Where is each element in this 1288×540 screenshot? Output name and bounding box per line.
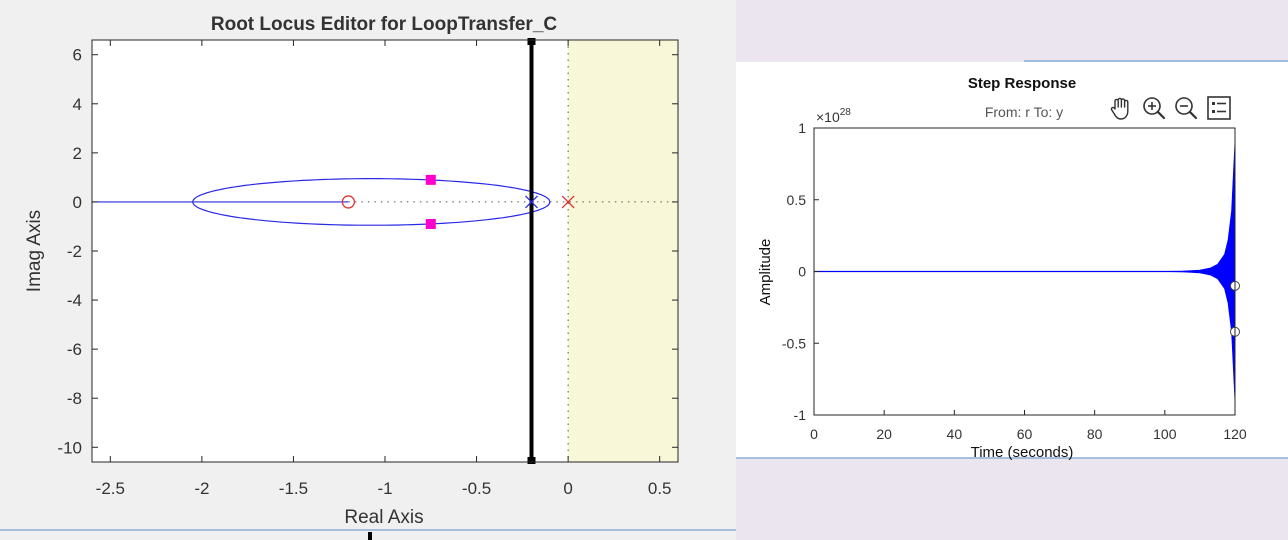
closed-loop-pole (425, 174, 436, 185)
x-tick-layer: -2.5 -2 -1.5 -1 -0.5 0 0.5 (96, 40, 672, 498)
root-locus-ylabel: Imag Axis (24, 210, 45, 292)
zoom-in-icon (1143, 97, 1166, 120)
step-subtitle: From: r To: y (985, 104, 1063, 120)
open-loop-zero (341, 195, 356, 209)
pan-hand-icon (1110, 97, 1129, 120)
x-tick-label: -1 (377, 479, 392, 498)
y-tick-label: 0 (73, 193, 82, 212)
step-x-tick-label: 100 (1153, 426, 1177, 442)
legend-button[interactable] (1205, 93, 1233, 123)
step-x-tick-label: 60 (1017, 426, 1033, 442)
exponent-power: 28 (840, 107, 852, 118)
y-tick-label: 6 (73, 46, 82, 65)
legend-icon (1207, 96, 1231, 120)
x-tick-label: 0.5 (648, 479, 672, 498)
y-tick-label: -8 (67, 389, 82, 408)
step-xlabel: Time (seconds) (971, 444, 1074, 461)
step-y-tick-label: -0.5 (782, 335, 806, 351)
step-y-tick-label: -1 (794, 407, 807, 423)
zoom-out-button[interactable] (1172, 93, 1200, 123)
step-y-tick-label: 0 (798, 264, 806, 280)
step-x-tick-label: 120 (1223, 426, 1247, 442)
step-x-tick-layer: 0 20 40 60 80 100 120 (810, 410, 1247, 442)
x-tick-label: -1.5 (279, 479, 308, 498)
step-y-tick-label: 0.5 (787, 192, 807, 208)
step-ylabel: Amplitude (757, 239, 774, 306)
open-loop-pole (561, 195, 575, 209)
unstable-region (568, 40, 678, 462)
y-tick-label: -4 (67, 291, 82, 310)
exponent-label: ×1028 (816, 107, 851, 125)
marker-layer (341, 38, 575, 464)
step-y-tick-layer: 1 0.5 0 -0.5 -1 (782, 120, 819, 423)
step-x-tick-label: 40 (947, 426, 963, 442)
locus-branch-upper (192, 178, 551, 203)
step-response-panel: 0 20 40 60 80 100 120 1 0.5 0 -0.5 -1 Step Respons… (736, 0, 1288, 540)
step-y-tick-label: 1 (798, 120, 806, 136)
y-tick-label: -6 (67, 340, 82, 359)
zoom-in-button[interactable] (1140, 93, 1168, 123)
open-loop-pole (525, 195, 538, 209)
root-locus-xlabel: Real Axis (344, 507, 423, 528)
constraint-handle-bottom (527, 457, 536, 464)
y-tick-label: -2 (67, 242, 82, 261)
axes-toolbar (1108, 93, 1234, 123)
x-tick-label: -0.5 (462, 479, 491, 498)
pan-button[interactable] (1108, 93, 1136, 123)
locus-layer (92, 40, 678, 462)
x-tick-label: 0 (563, 479, 572, 498)
y-tick-label: -10 (57, 438, 82, 457)
step-x-tick-label: 80 (1087, 426, 1103, 442)
root-locus-title: Root Locus Editor for LoopTransfer_C (211, 14, 558, 35)
zoom-out-icon (1175, 97, 1198, 120)
step-x-tick-label: 20 (876, 426, 892, 442)
root-locus-panel: -2.5 -2 -1.5 -1 -0.5 0 0.5 6 4 2 0 -2 -4 -6 -8 -10 Roo… (0, 0, 736, 540)
x-tick-label: -2.5 (96, 479, 125, 498)
locus-branch-lower (192, 201, 551, 226)
closed-loop-pole (425, 219, 436, 230)
y-tick-layer: 6 4 2 0 -2 -4 -6 -8 -10 (57, 46, 678, 457)
constraint-handle-top (527, 38, 536, 45)
step-x-tick-label: 0 (810, 426, 818, 442)
exponent-base: ×10 (816, 109, 840, 125)
y-tick-label: 2 (73, 144, 82, 163)
step-title: Step Response (968, 75, 1076, 92)
bottom-handle-marker[interactable] (368, 532, 372, 540)
y-tick-label: 4 (73, 95, 82, 114)
x-tick-label: -2 (194, 479, 209, 498)
